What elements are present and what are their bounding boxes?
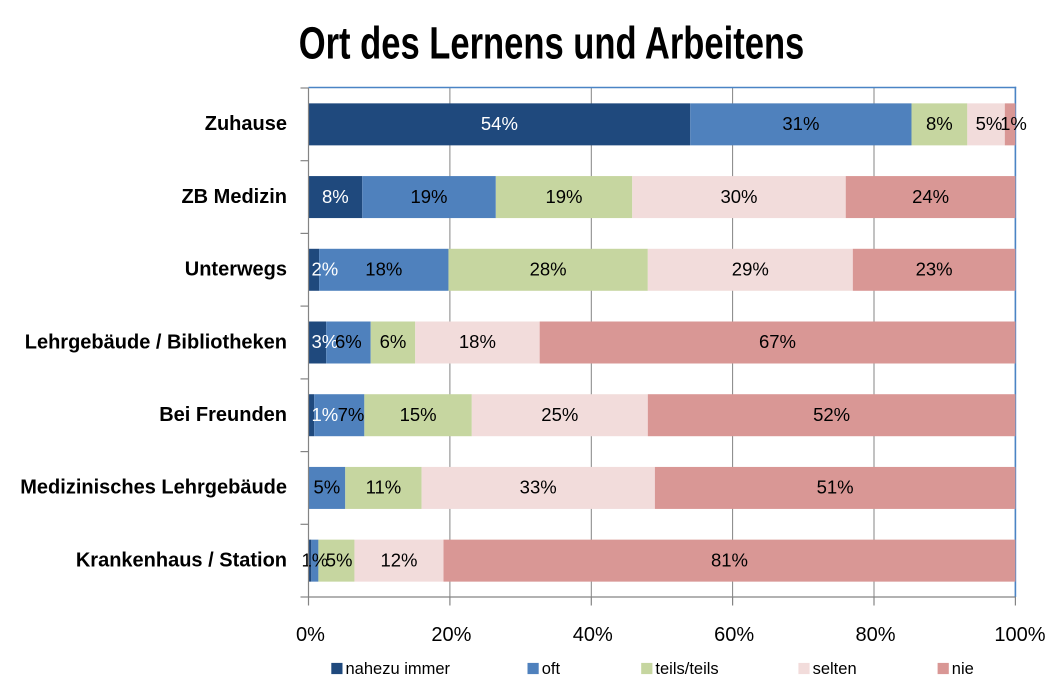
svg-text:12%: 12% bbox=[380, 549, 417, 570]
svg-text:5%: 5% bbox=[314, 477, 341, 498]
svg-text:29%: 29% bbox=[732, 259, 769, 280]
svg-text:15%: 15% bbox=[400, 404, 437, 425]
svg-text:54%: 54% bbox=[481, 113, 518, 134]
svg-text:Ort des Lernens und Arbeitens: Ort des Lernens und Arbeitens bbox=[299, 18, 805, 68]
svg-text:33%: 33% bbox=[520, 477, 557, 498]
svg-text:52%: 52% bbox=[813, 404, 850, 425]
svg-text:Medizinisches Lehrgebäude: Medizinisches Lehrgebäude bbox=[20, 477, 287, 499]
svg-text:51%: 51% bbox=[817, 477, 854, 498]
svg-text:20%: 20% bbox=[431, 624, 471, 646]
svg-text:81%: 81% bbox=[711, 549, 748, 570]
svg-text:selten: selten bbox=[813, 660, 857, 678]
svg-text:Krankenhaus / Station: Krankenhaus / Station bbox=[76, 549, 287, 571]
svg-text:8%: 8% bbox=[926, 113, 953, 134]
svg-text:11%: 11% bbox=[366, 477, 402, 498]
svg-text:19%: 19% bbox=[545, 186, 582, 207]
svg-text:2%: 2% bbox=[312, 259, 339, 280]
svg-text:6%: 6% bbox=[335, 331, 362, 352]
svg-text:3%: 3% bbox=[312, 331, 339, 352]
svg-text:18%: 18% bbox=[459, 331, 496, 352]
svg-text:100%: 100% bbox=[994, 624, 1045, 646]
svg-text:teils/teils: teils/teils bbox=[655, 660, 718, 678]
svg-text:67%: 67% bbox=[759, 331, 796, 352]
svg-text:oft: oft bbox=[542, 660, 561, 678]
svg-text:ZB Medizin: ZB Medizin bbox=[181, 186, 287, 208]
svg-text:1%: 1% bbox=[312, 404, 339, 425]
svg-text:60%: 60% bbox=[714, 624, 754, 646]
svg-text:40%: 40% bbox=[573, 624, 613, 646]
svg-text:28%: 28% bbox=[530, 259, 567, 280]
svg-text:1%: 1% bbox=[302, 549, 329, 570]
svg-text:Bei Freunden: Bei Freunden bbox=[159, 404, 287, 426]
svg-text:24%: 24% bbox=[912, 186, 949, 207]
svg-text:0%: 0% bbox=[296, 624, 325, 646]
svg-text:8%: 8% bbox=[322, 186, 349, 207]
svg-text:19%: 19% bbox=[410, 186, 447, 207]
svg-text:5%: 5% bbox=[976, 113, 1003, 134]
svg-text:23%: 23% bbox=[916, 259, 953, 280]
svg-text:Lehrgebäude / Bibliotheken: Lehrgebäude / Bibliotheken bbox=[25, 331, 287, 353]
svg-text:nie: nie bbox=[952, 660, 974, 678]
svg-text:7%: 7% bbox=[338, 404, 365, 425]
svg-text:6%: 6% bbox=[380, 331, 407, 352]
svg-text:18%: 18% bbox=[365, 259, 402, 280]
svg-text:nahezu immer: nahezu immer bbox=[346, 660, 451, 678]
svg-text:31%: 31% bbox=[782, 113, 819, 134]
svg-text:80%: 80% bbox=[855, 624, 895, 646]
svg-text:Zuhause: Zuhause bbox=[205, 113, 287, 135]
svg-text:5%: 5% bbox=[326, 549, 353, 570]
svg-text:25%: 25% bbox=[541, 404, 578, 425]
svg-text:1%: 1% bbox=[1000, 113, 1027, 134]
svg-text:30%: 30% bbox=[720, 186, 757, 207]
svg-text:Unterwegs: Unterwegs bbox=[185, 259, 287, 281]
